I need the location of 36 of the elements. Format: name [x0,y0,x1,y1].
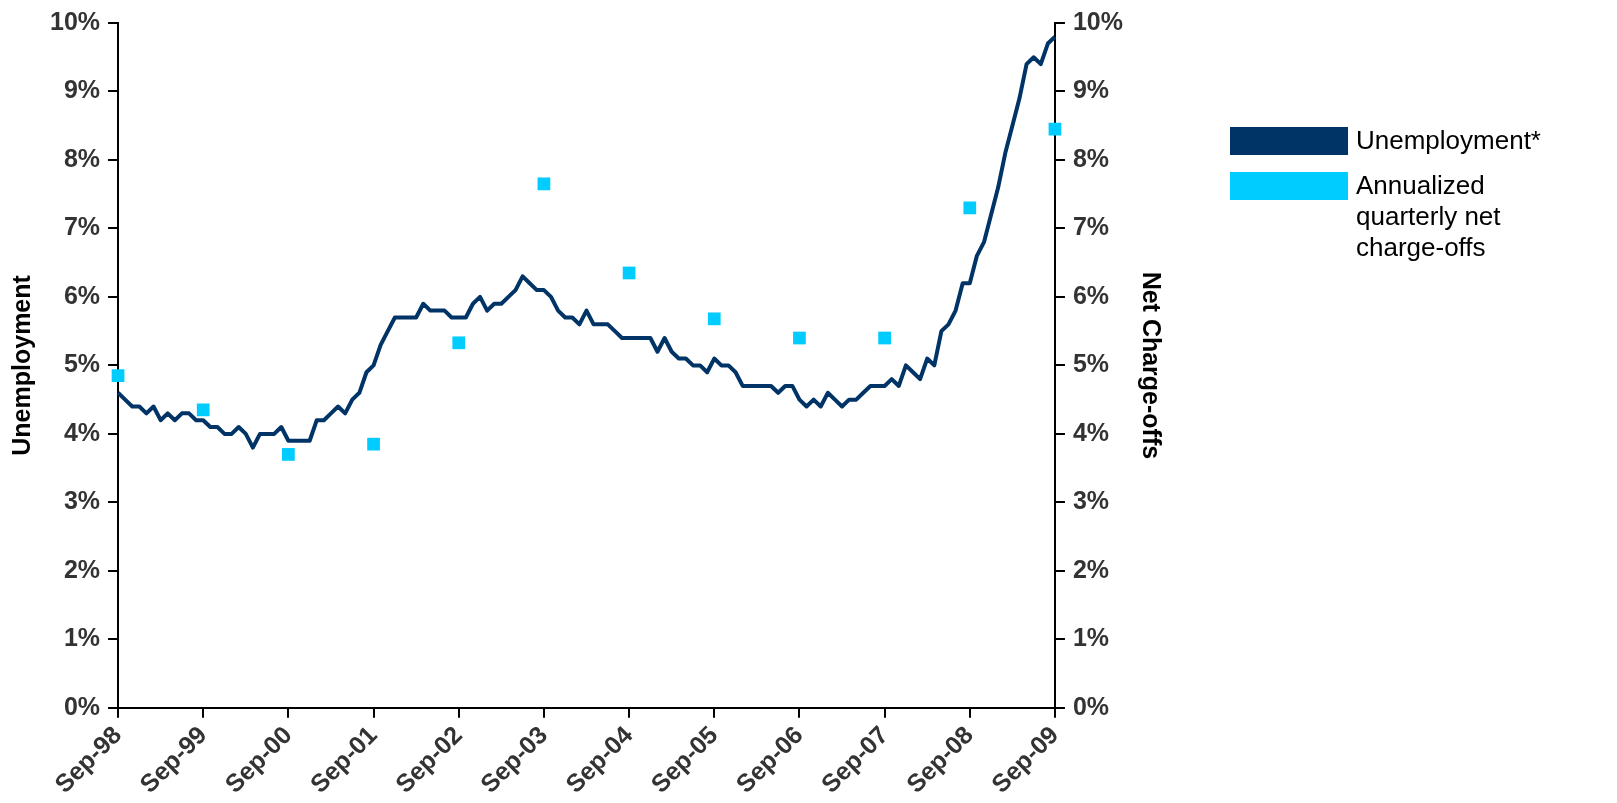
point [963,201,977,215]
point [111,369,125,383]
y-tick-label: 7% [63,212,101,241]
y-tick-label: 3% [63,486,101,515]
y2-tick-label: 4% [1072,417,1110,446]
point [707,312,721,326]
legend-label: Unemployment* [1356,125,1541,156]
point [367,437,380,451]
point [793,331,806,345]
point [282,448,295,461]
y2-tick-label: 0% [1072,691,1110,720]
y-tick-label: 0% [63,691,101,720]
y-tick-label: 5% [63,349,101,378]
y-tick-label: 2% [63,554,101,583]
point [452,336,466,350]
point [1048,122,1062,136]
point [878,331,891,345]
legend-label: Annualized quarterly net charge-offs [1356,170,1502,263]
point [196,403,210,417]
y2-tick-label: 10% [1072,6,1124,35]
y2-tick-label: 1% [1072,623,1110,652]
y2-tick-label: 8% [1072,143,1110,172]
y2-tick-label: 5% [1072,349,1110,378]
y2-tick-label: 9% [1072,75,1110,104]
y-tick-label: 1% [63,623,101,652]
y2-axis-title: Net Charge-offs [1138,271,1167,460]
y-tick-label: 9% [63,75,101,104]
y-tick-label: 6% [63,280,101,309]
y-axis-title: Unemployment [6,274,35,456]
y2-tick-label: 7% [1072,212,1110,241]
y2-tick-label: 2% [1072,554,1110,583]
y-tick-label: 10% [49,6,101,35]
y2-tick-label: 6% [1072,280,1110,309]
y2-tick-label: 3% [1072,486,1110,515]
y-tick-label: 8% [63,143,101,172]
y-tick-label: 4% [63,417,101,446]
